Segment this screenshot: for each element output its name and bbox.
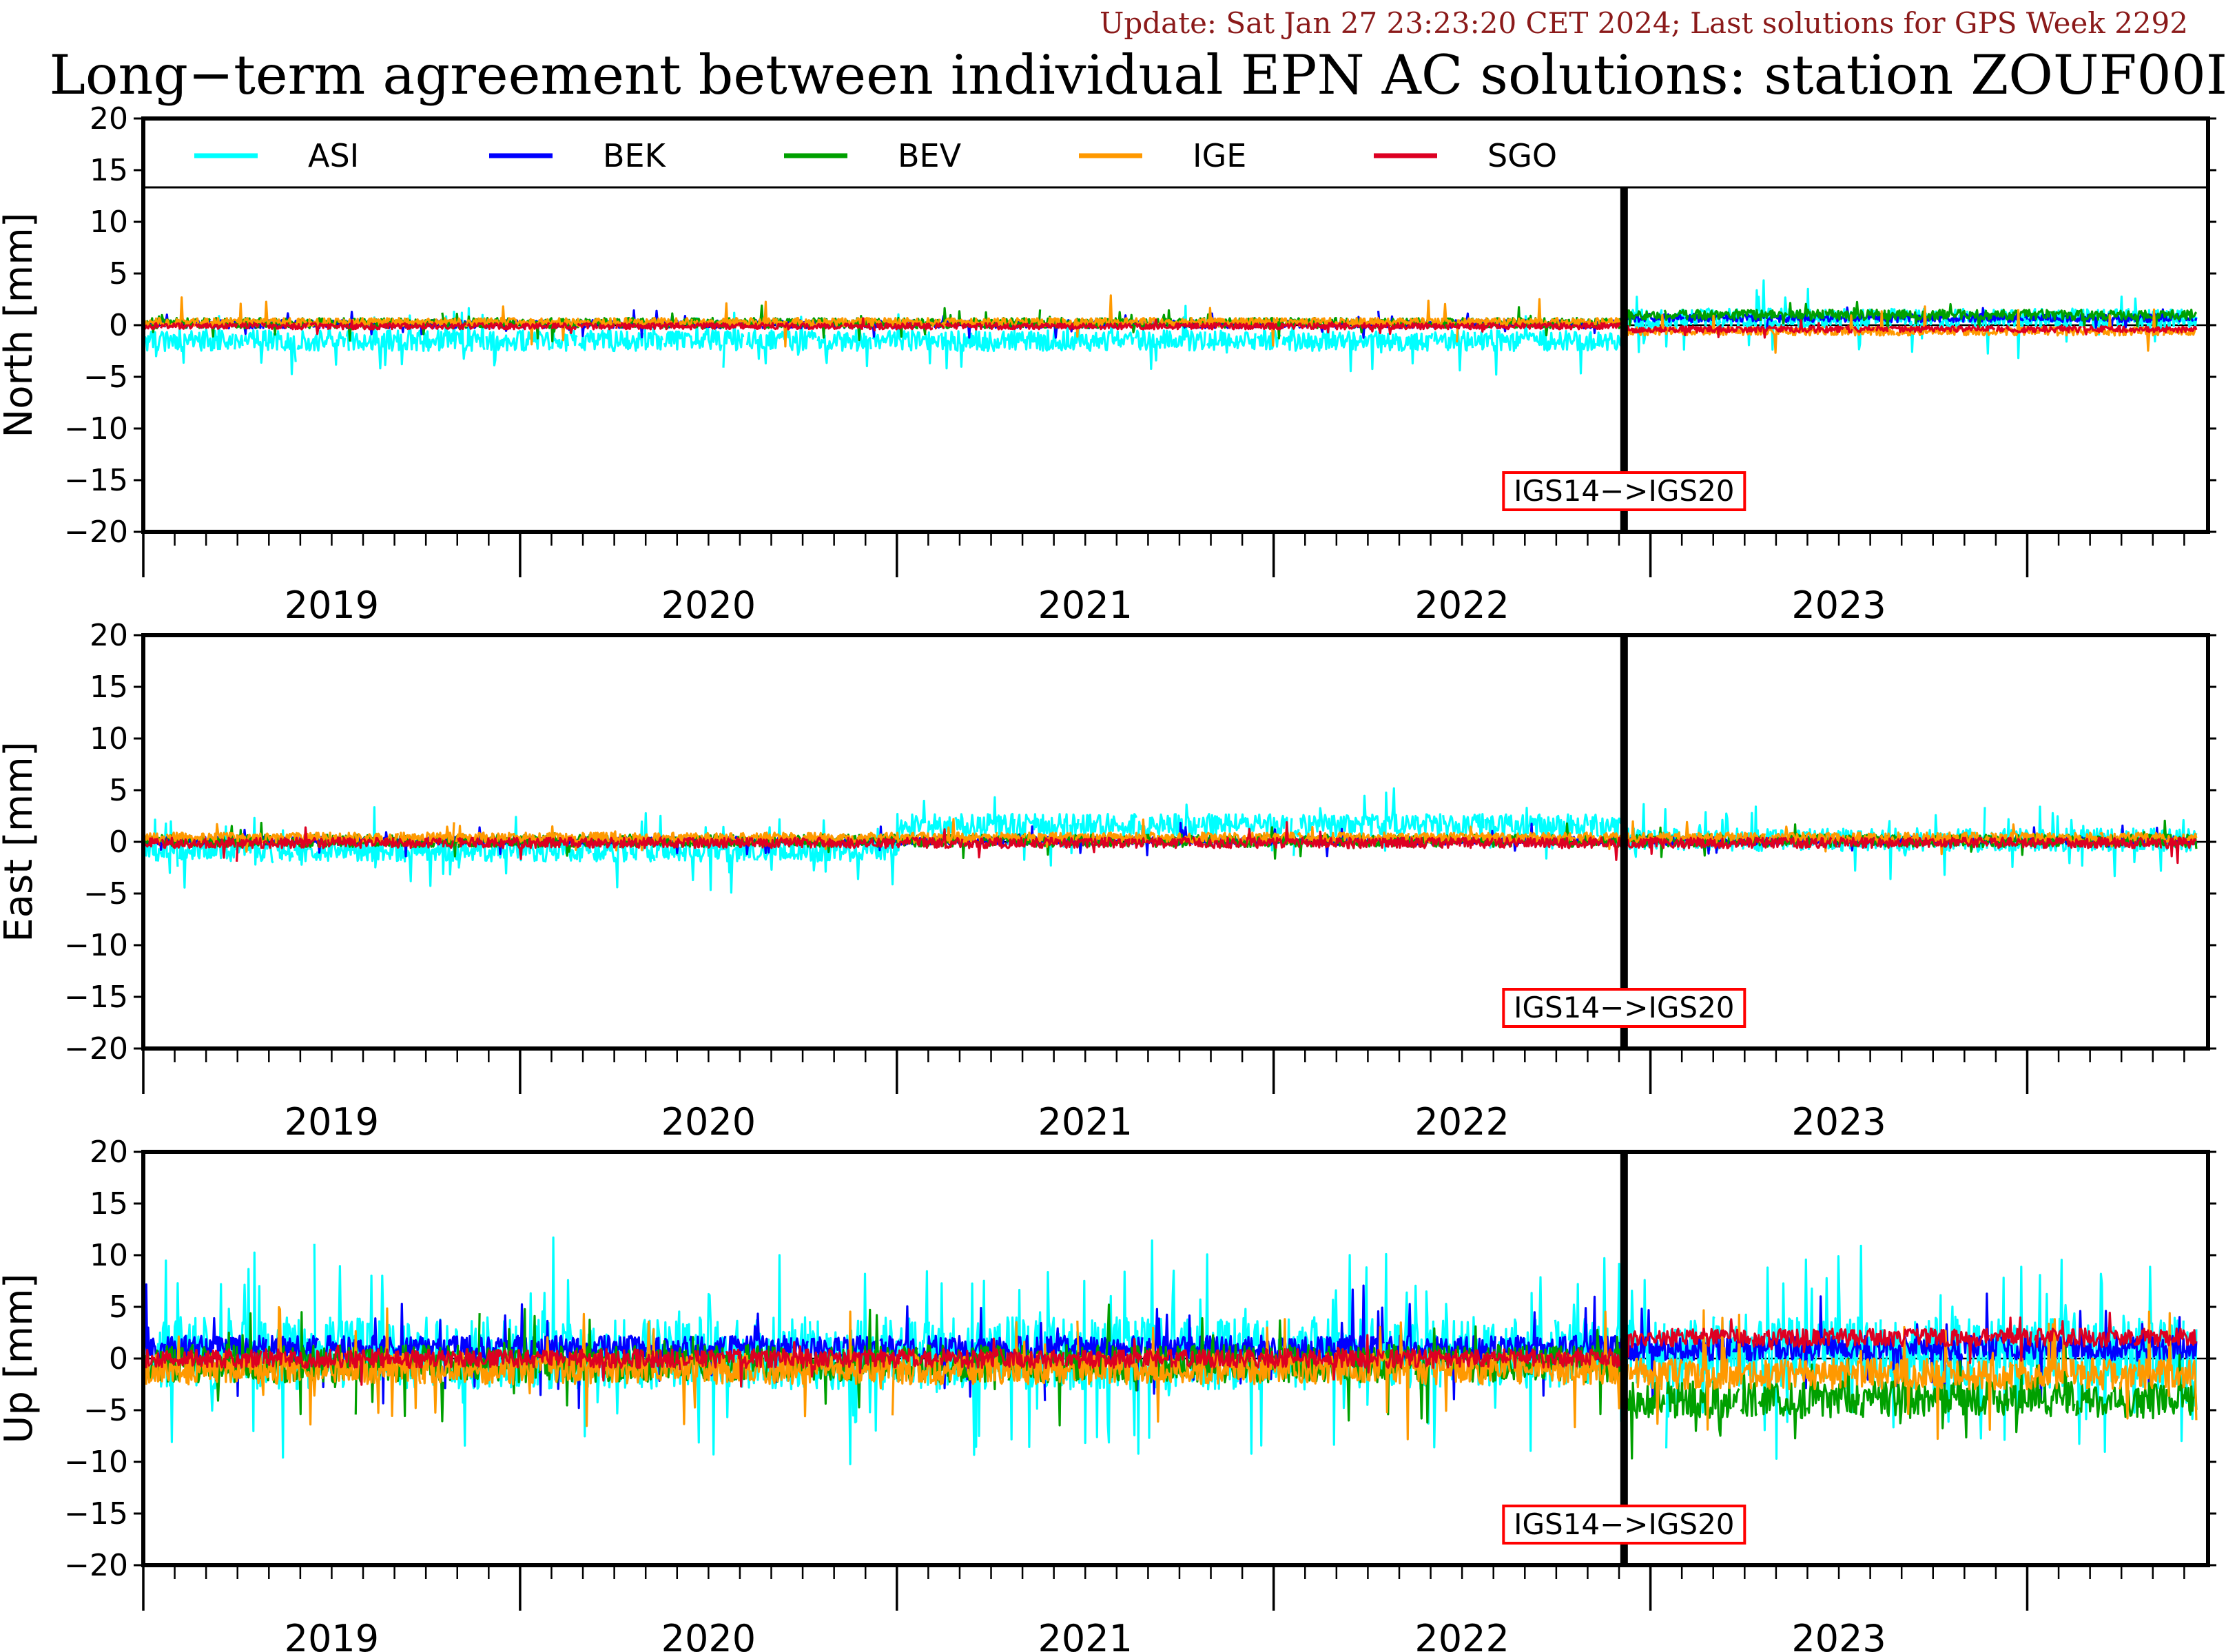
y-tick-label: 5 [109, 773, 128, 808]
x-tick-label: 2019 [285, 1617, 379, 1652]
y-tick-label: −15 [64, 980, 128, 1015]
panel-north: 20 15 10 5 0 −5 −10 −15 −20 North [mm] IGS14−>IGS2… [0, 101, 2216, 627]
y-axis-label: North [mm] [0, 212, 41, 437]
frame-change-label: IGS14−>IGS20 [1514, 1507, 1734, 1541]
frame-change-box [1502, 988, 1746, 1028]
frame-change-box [1502, 1505, 1746, 1545]
x-tick-label: 2020 [661, 1100, 756, 1144]
legend-label-bek: BEK [603, 137, 667, 174]
plot-area [143, 1236, 2198, 1465]
x-tick-label: 2023 [1791, 1617, 1886, 1652]
series-sgo-line [143, 1312, 2198, 1388]
chart-title: Long−term agreement between individual E… [49, 43, 2226, 107]
legend-label-bev: BEV [898, 137, 962, 174]
y-tick-label: 20 [90, 101, 128, 136]
y-tick-label: 15 [90, 1186, 128, 1221]
legend-box [143, 118, 2208, 187]
legend-label-ige: IGE [1193, 137, 1246, 174]
panel-east: 20 15 10 5 0 −5 −10 −15 −20 East [mm] IGS14−>IGS20… [0, 618, 2216, 1144]
y-tick-label: 0 [109, 308, 128, 343]
y-tick-label: 5 [109, 1290, 128, 1325]
legend-label-asi: ASI [308, 137, 359, 174]
y-axis-label: Up [mm] [0, 1273, 41, 1443]
y-tick-label: 20 [90, 618, 128, 653]
y-tick-label: 10 [90, 1238, 128, 1273]
plot-frame [141, 116, 2210, 534]
plot-frame [141, 1150, 2210, 1567]
frame-change-box [1502, 471, 1746, 511]
y-tick-label: −20 [64, 515, 128, 550]
plot-area [143, 787, 2198, 894]
series-sgo-line [143, 317, 2198, 339]
y-tick-label: −5 [83, 360, 128, 395]
y-axis-label: East [mm] [0, 741, 41, 942]
legend-label-sgo: SGO [1487, 137, 1557, 174]
y-tick-label: 15 [90, 153, 128, 188]
y-tick-label: 15 [90, 670, 128, 705]
y-tick-label: −10 [64, 1445, 128, 1480]
y-tick-label: 20 [90, 1135, 128, 1170]
y-tick-label: −10 [64, 928, 128, 963]
x-axis: 2019 2020 2021 2022 2023 [142, 1049, 2185, 1144]
x-tick-label: 2021 [1038, 584, 1133, 627]
y-tick-label: 0 [109, 825, 128, 860]
y-tick-label: 5 [109, 256, 128, 291]
y-tick-label: −5 [83, 876, 128, 911]
y-tick-label: −15 [64, 463, 128, 498]
plot-frame [141, 633, 2210, 1051]
x-tick-label: 2021 [1038, 1100, 1133, 1144]
x-tick-label: 2022 [1414, 1617, 1509, 1652]
x-tick-label: 2022 [1414, 1100, 1509, 1144]
y-tick-label: −20 [64, 1548, 128, 1583]
y-tick-label: 0 [109, 1341, 128, 1376]
x-tick-label: 2019 [285, 1100, 379, 1144]
y-tick-label: −15 [64, 1496, 128, 1531]
x-tick-label: 2022 [1414, 584, 1509, 627]
y-tick-label: 10 [90, 205, 128, 240]
x-tick-label: 2023 [1791, 584, 1886, 627]
y-tick-label: −5 [83, 1393, 128, 1428]
frame-change-label: IGS14−>IGS20 [1514, 474, 1734, 508]
plot-area [143, 279, 2198, 376]
panels: 20 15 10 5 0 −5 −10 −15 −20 North [mm] IGS14−>IGS2… [0, 101, 2216, 1652]
panel-up: 20 15 10 5 0 −5 −10 −15 −20 Up [mm] IGS14−>IGS20 20… [0, 1135, 2216, 1652]
x-tick-label: 2023 [1791, 1100, 1886, 1144]
series-ige-line [143, 1305, 2198, 1441]
x-axis: 2019 2020 2021 2022 2023 [142, 532, 2185, 627]
series-sgo-line [143, 821, 2197, 865]
frame-change-label: IGS14−>IGS20 [1514, 991, 1734, 1024]
x-axis: 2019 2020 2021 2022 2023 [142, 1565, 2185, 1652]
update-text: Update: Sat Jan 27 23:23:20 CET 2024; La… [1100, 6, 2188, 40]
x-tick-label: 2020 [661, 584, 756, 627]
y-tick-label: −20 [64, 1031, 128, 1066]
x-tick-label: 2019 [285, 584, 379, 627]
x-tick-label: 2020 [661, 1617, 756, 1652]
y-tick-label: 10 [90, 721, 128, 756]
y-tick-label: −10 [64, 411, 128, 446]
x-tick-label: 2021 [1038, 1617, 1133, 1652]
